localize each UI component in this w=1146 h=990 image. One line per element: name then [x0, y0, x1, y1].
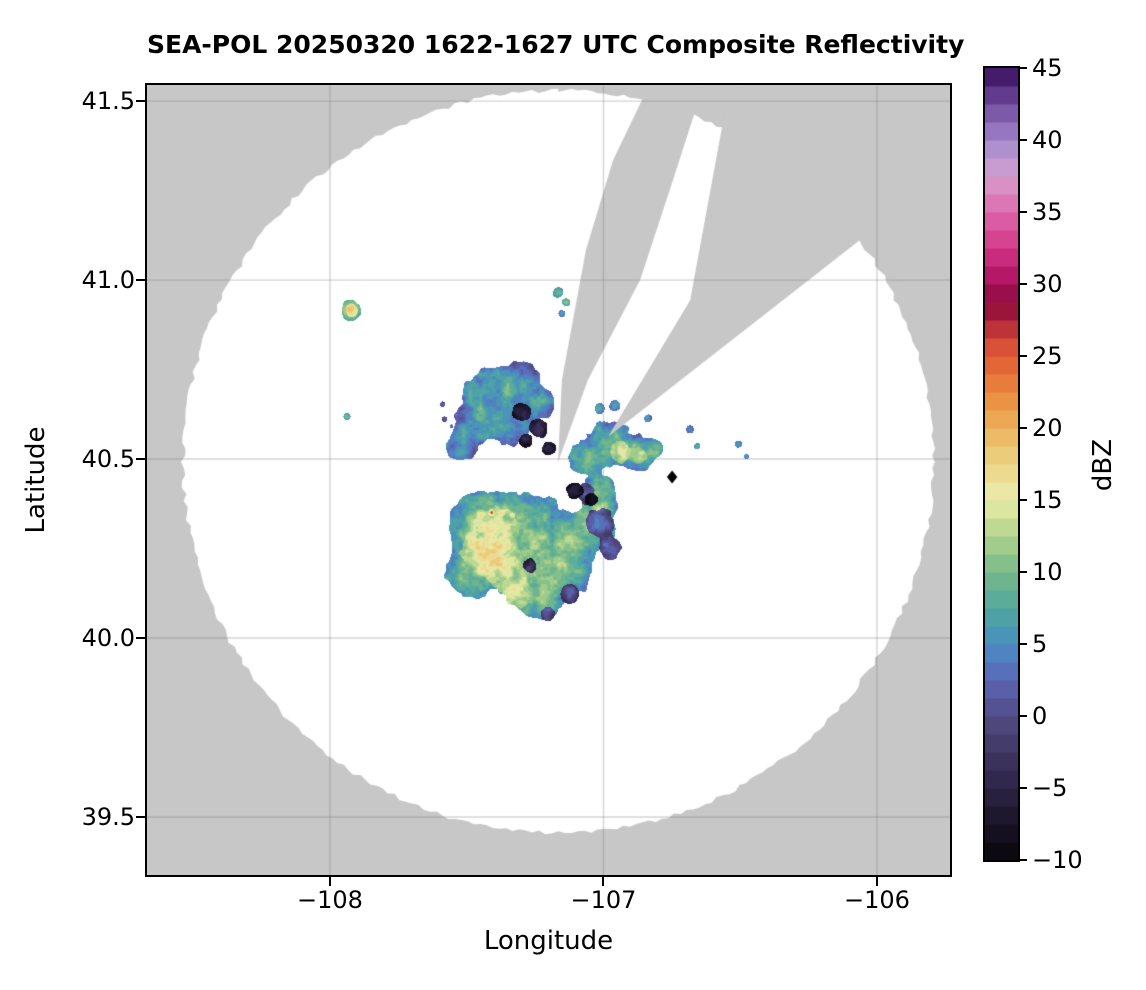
colorbar-tick-mark	[1018, 787, 1027, 789]
y-tick-mark	[136, 816, 145, 818]
colorbar-tick-label: 45	[1032, 54, 1063, 82]
x-tick-label: −106	[844, 886, 910, 914]
y-axis-label: Latitude	[21, 426, 51, 534]
colorbar-tick-label: 15	[1032, 486, 1063, 514]
x-tick-mark	[602, 877, 605, 886]
y-tick-label: 41.0	[81, 266, 135, 295]
colorbar-canvas	[985, 68, 1018, 860]
colorbar-tick-mark	[1018, 67, 1027, 69]
y-tick-label: 41.5	[81, 87, 135, 116]
y-tick-label: 39.5	[81, 803, 135, 831]
x-tick-mark	[328, 877, 331, 886]
y-tick-mark	[136, 279, 145, 282]
y-tick-mark	[136, 458, 145, 461]
colorbar-tick-label: 25	[1032, 342, 1063, 370]
colorbar-tick-mark	[1018, 355, 1027, 357]
colorbar-tick-label: 20	[1032, 414, 1063, 442]
y-tick-label: 40.5	[81, 445, 135, 474]
colorbar-tick-mark	[1018, 571, 1027, 573]
colorbar-tick-label: −10	[1032, 846, 1083, 874]
plot-title: SEA-POL 20250320 1622-1627 UTC Composite…	[147, 30, 965, 59]
colorbar	[983, 66, 1020, 862]
colorbar-tick-mark	[1018, 211, 1027, 213]
y-tick-mark	[136, 637, 145, 640]
y-tick-label: 40.0	[81, 624, 135, 653]
colorbar-tick-label: 40	[1032, 126, 1063, 154]
colorbar-tick-label: −5	[1032, 774, 1068, 802]
colorbar-tick-mark	[1018, 643, 1027, 645]
colorbar-tick-mark	[1018, 427, 1027, 429]
plot-area	[145, 83, 952, 877]
colorbar-tick-label: 0	[1032, 702, 1048, 730]
colorbar-tick-mark	[1018, 139, 1027, 141]
colorbar-tick-mark	[1018, 859, 1027, 861]
colorbar-tick-label: 35	[1032, 198, 1063, 226]
x-axis-label: Longitude	[483, 926, 614, 956]
x-tick-label: −108	[297, 886, 363, 914]
colorbar-tick-label: 10	[1032, 558, 1063, 586]
colorbar-tick-mark	[1018, 715, 1027, 717]
y-tick-mark	[136, 100, 145, 103]
colorbar-tick-label: 30	[1032, 270, 1063, 298]
colorbar-tick-label: 5	[1032, 630, 1048, 658]
colorbar-tick-mark	[1018, 283, 1027, 285]
x-tick-label: −107	[570, 886, 637, 914]
colorbar-tick-mark	[1018, 499, 1027, 501]
radar-canvas	[147, 85, 950, 875]
x-tick-mark	[875, 877, 878, 886]
